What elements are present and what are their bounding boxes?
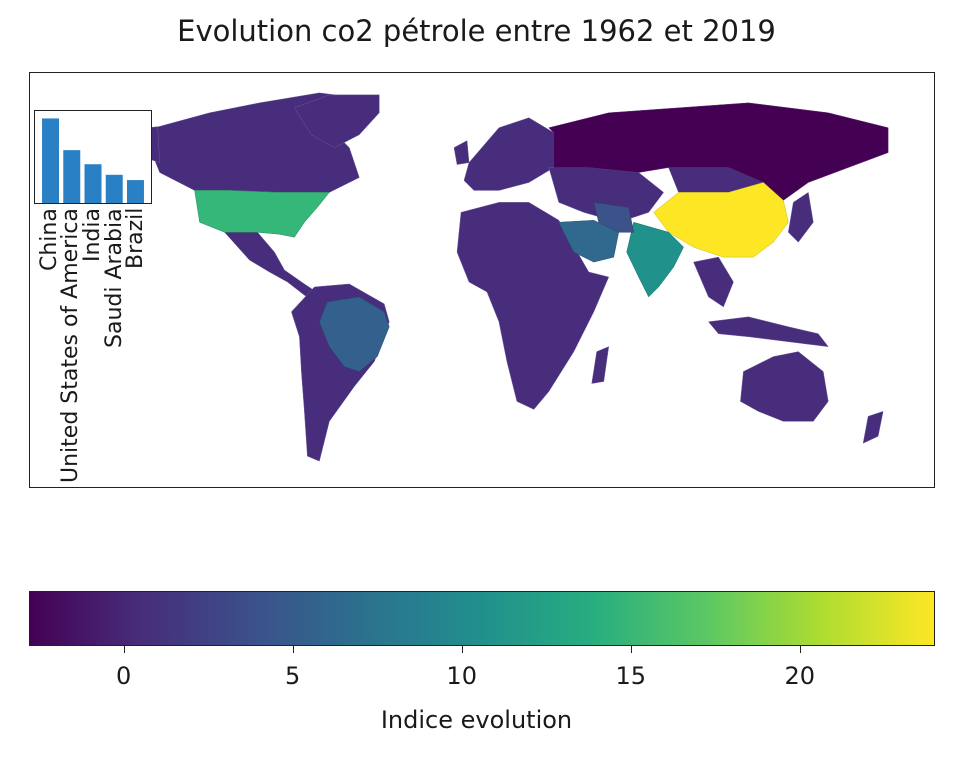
colorbar-tick-label: 0 (116, 662, 132, 690)
region-saudi-arabia (558, 220, 619, 263)
world-map-svg (147, 92, 889, 462)
colorbar-label: Indice evolution (380, 706, 573, 734)
colorbar-tick (461, 646, 464, 653)
region-india (626, 221, 684, 298)
colorbar-tick-label: 20 (784, 662, 816, 690)
region-iran (593, 202, 634, 233)
inset-bar (105, 174, 123, 203)
chart-title: Evolution co2 pétrole entre 1962 et 2019 (177, 14, 776, 48)
region-uk (453, 140, 470, 165)
inset-bar (63, 150, 81, 203)
inset-bar (84, 164, 102, 203)
world-map (29, 72, 935, 488)
colorbar-tick-label: 5 (285, 662, 301, 690)
region-australia (740, 351, 829, 422)
inset-bar-svg (42, 118, 144, 203)
region-usa (194, 190, 330, 238)
colorbar (29, 591, 935, 646)
region-madagascar (591, 346, 610, 384)
region-europe (463, 117, 555, 191)
region-indonesia (708, 316, 829, 347)
region-mexico (224, 231, 321, 297)
inset-tick-label: India (80, 208, 105, 262)
colorbar-tick (292, 646, 295, 653)
colorbar-tick (630, 646, 633, 653)
region-china (653, 182, 789, 258)
region-southeast-asia (693, 256, 734, 308)
colorbar-tick-label: 10 (446, 662, 477, 690)
colorbar-tick (799, 646, 802, 653)
region-japan (788, 192, 814, 243)
region-greenland (294, 94, 380, 148)
colorbar-tick (123, 646, 126, 653)
region-africa (456, 202, 610, 410)
inset-bar (42, 118, 60, 203)
inset-tick-label: Brazil (123, 207, 149, 269)
inset-bar (126, 180, 144, 203)
top5-bar-inset (34, 110, 152, 204)
region-russia (548, 102, 889, 201)
region-brazil (319, 296, 390, 372)
colorbar-tick-label: 15 (615, 662, 646, 690)
region-new-zealand (862, 410, 884, 444)
